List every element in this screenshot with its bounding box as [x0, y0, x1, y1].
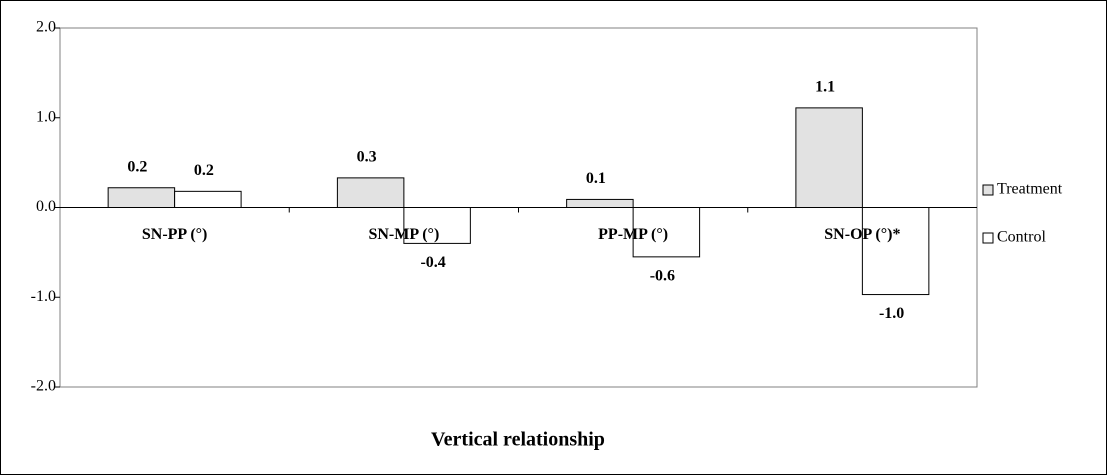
data-label: 0.2 — [194, 162, 214, 179]
bar — [107, 187, 176, 209]
bar — [795, 107, 863, 208]
data-label: -0.4 — [420, 254, 445, 271]
data-label: 1.1 — [815, 79, 835, 96]
data-label: -0.6 — [650, 268, 675, 285]
data-label: 0.2 — [127, 158, 147, 175]
legend-swatch — [982, 232, 994, 244]
data-label: -1.0 — [879, 305, 904, 322]
bar — [403, 207, 471, 244]
y-tick-label: 0.0 — [36, 198, 56, 215]
bar — [566, 198, 634, 209]
y-tick-label: 1.0 — [36, 108, 56, 125]
y-tick-label: -2.0 — [31, 378, 56, 395]
x-axis-title: Vertical relationship — [431, 429, 605, 451]
x-tick-label: SN-MP (°) — [368, 226, 439, 243]
legend-label: Treatment — [997, 181, 1063, 198]
data-label: 0.1 — [586, 170, 606, 187]
bar — [632, 207, 701, 258]
bar — [174, 190, 242, 209]
x-tick-label: PP-MP (°) — [598, 226, 668, 243]
y-tick-label: -1.0 — [31, 288, 56, 305]
bar — [861, 207, 930, 296]
y-tick-label: 2.0 — [36, 19, 56, 36]
legend-swatch — [982, 184, 994, 196]
legend-label: Control — [997, 229, 1046, 246]
data-label: 0.3 — [357, 149, 377, 166]
x-tick-label: SN-PP (°) — [142, 226, 208, 243]
x-tick-label: SN-OP (°)* — [824, 226, 900, 243]
bar — [336, 177, 405, 209]
